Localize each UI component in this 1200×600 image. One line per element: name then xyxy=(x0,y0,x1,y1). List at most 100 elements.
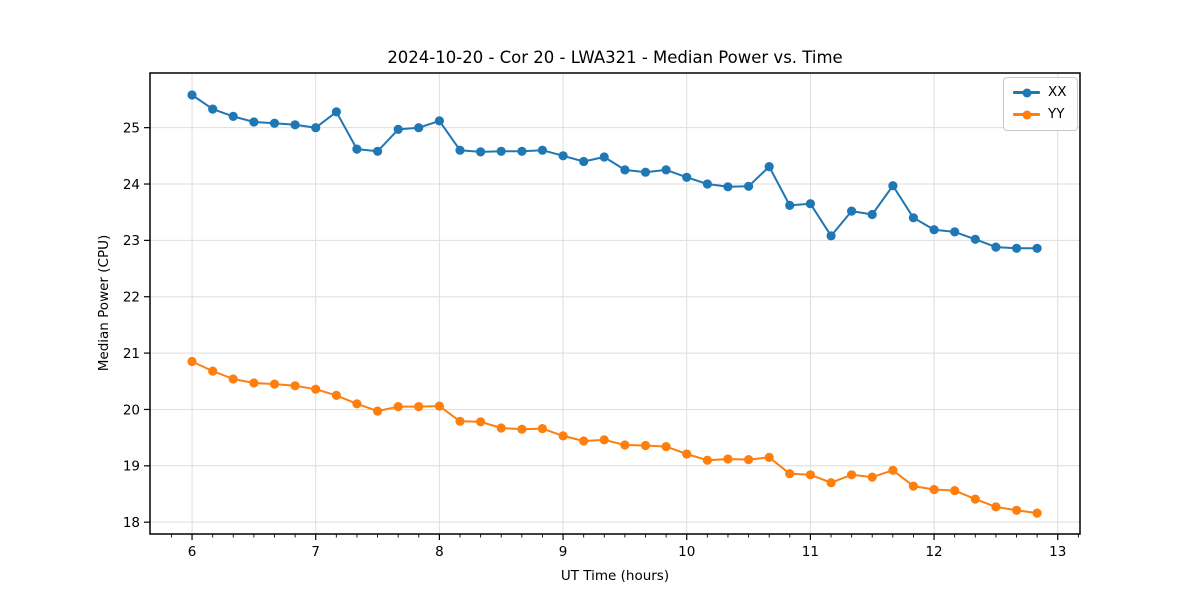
data-point xyxy=(620,165,630,175)
data-point xyxy=(228,374,238,384)
data-point xyxy=(249,117,259,127)
data-point xyxy=(434,116,444,126)
data-point xyxy=(929,484,939,495)
data-point xyxy=(661,442,671,452)
x-tick-label: 7 xyxy=(311,544,320,560)
series-line-yy xyxy=(191,360,1039,515)
data-point xyxy=(702,455,713,465)
x-tick-label: 12 xyxy=(925,544,942,560)
data-point xyxy=(620,440,630,450)
data-point xyxy=(744,455,754,465)
x-tick-label: 13 xyxy=(1049,544,1066,560)
y-tick-label: 22 xyxy=(123,290,140,306)
data-point xyxy=(414,402,424,412)
data-point xyxy=(826,478,836,488)
legend-item-xx: XX xyxy=(1013,83,1067,102)
data-point xyxy=(476,417,486,427)
legend-marker-icon xyxy=(1022,88,1031,97)
data-point xyxy=(682,172,692,182)
data-point xyxy=(537,424,548,434)
legend-marker-icon xyxy=(1022,110,1031,119)
data-point xyxy=(764,162,774,172)
data-point xyxy=(764,452,774,462)
data-point xyxy=(785,469,795,479)
data-point xyxy=(888,465,898,475)
data-point xyxy=(723,454,733,464)
legend-label-xx: XX xyxy=(1048,83,1067,100)
data-point xyxy=(1032,243,1042,253)
data-point xyxy=(640,440,651,451)
data-point xyxy=(352,399,362,409)
plot-border xyxy=(149,72,1081,535)
data-point xyxy=(517,424,527,434)
data-point xyxy=(393,402,403,412)
data-point xyxy=(414,123,424,133)
data-point xyxy=(847,470,857,480)
data-point xyxy=(661,165,671,175)
data-point xyxy=(187,356,197,367)
data-point xyxy=(455,145,465,155)
data-point xyxy=(785,200,795,210)
x-tick-label: 6 xyxy=(188,544,197,560)
legend-label-yy: YY xyxy=(1048,105,1065,122)
legend: XX YY xyxy=(1003,77,1078,131)
series-line-xx xyxy=(191,94,1039,250)
data-point xyxy=(311,384,321,394)
data-point xyxy=(496,423,506,433)
data-point xyxy=(558,431,568,441)
data-point xyxy=(1012,505,1022,515)
data-point xyxy=(290,381,300,391)
data-point xyxy=(908,481,919,491)
data-point xyxy=(950,227,960,237)
data-point xyxy=(1012,243,1022,253)
data-point xyxy=(599,435,609,445)
legend-line-sample-yy xyxy=(1013,110,1040,119)
data-point xyxy=(537,145,548,155)
gridlines xyxy=(150,73,1080,534)
data-point xyxy=(269,379,280,389)
data-point xyxy=(331,107,341,117)
data-point xyxy=(991,242,1001,252)
data-point xyxy=(393,124,403,134)
data-point xyxy=(950,486,960,496)
data-point xyxy=(826,231,836,241)
data-point xyxy=(805,199,816,209)
data-point xyxy=(1032,508,1042,518)
data-point xyxy=(269,118,280,128)
data-point xyxy=(888,181,898,191)
data-point xyxy=(991,502,1001,512)
y-tick-label: 25 xyxy=(123,120,140,136)
data-point xyxy=(311,123,321,133)
axis-ticks xyxy=(144,127,1079,540)
data-point xyxy=(517,146,527,156)
data-point xyxy=(434,401,444,411)
x-tick-label: 9 xyxy=(559,544,568,560)
y-tick-label: 23 xyxy=(123,233,140,249)
data-point xyxy=(579,156,589,167)
data-point xyxy=(496,146,506,156)
data-series xyxy=(187,90,1042,518)
data-point xyxy=(228,111,238,121)
data-point xyxy=(640,167,651,177)
y-axis-label: Median Power (CPU) xyxy=(96,234,112,372)
data-point xyxy=(744,181,754,191)
data-point xyxy=(847,206,857,216)
y-tick-label: 19 xyxy=(123,459,140,475)
data-point xyxy=(558,151,568,161)
legend-line-sample-xx xyxy=(1013,88,1040,97)
x-tick-label: 11 xyxy=(802,544,819,560)
data-point xyxy=(290,120,300,130)
data-point xyxy=(929,225,939,235)
tick-labels: 6 7 8 9 10 11 12 13 18 19 20 21 22 23 24 25 xyxy=(123,120,1067,560)
data-point xyxy=(208,366,218,376)
data-point xyxy=(908,213,919,223)
data-point xyxy=(723,182,733,192)
data-point xyxy=(682,449,692,459)
data-point xyxy=(970,234,980,244)
y-tick-label: 21 xyxy=(123,346,140,362)
data-point xyxy=(373,406,383,416)
data-point xyxy=(599,152,609,162)
data-point xyxy=(249,378,259,388)
data-point xyxy=(208,104,218,114)
